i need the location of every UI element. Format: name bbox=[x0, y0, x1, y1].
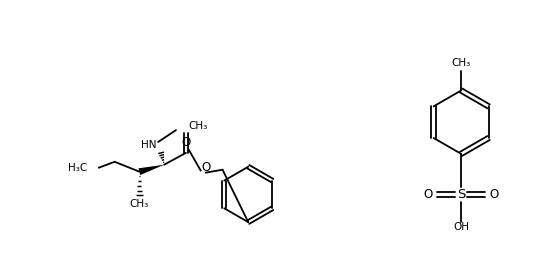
Text: OH: OH bbox=[453, 222, 469, 232]
Text: S: S bbox=[457, 188, 465, 201]
Text: O: O bbox=[424, 188, 433, 201]
Text: CH₃: CH₃ bbox=[130, 199, 149, 209]
Text: CH₃: CH₃ bbox=[452, 58, 471, 68]
Polygon shape bbox=[139, 165, 164, 175]
Text: CH₃: CH₃ bbox=[188, 121, 207, 131]
Text: O: O bbox=[201, 161, 210, 174]
Text: O: O bbox=[182, 136, 190, 150]
Text: O: O bbox=[489, 188, 498, 201]
Text: HN: HN bbox=[141, 140, 156, 150]
Text: H₃C: H₃C bbox=[68, 163, 87, 173]
